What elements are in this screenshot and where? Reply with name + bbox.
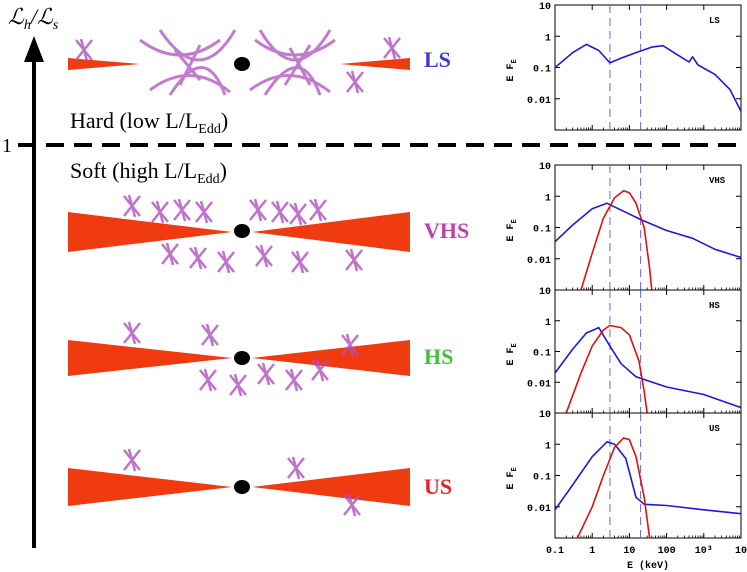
y-tick-label: 1 xyxy=(545,318,551,329)
y-tick-label: 0.01 xyxy=(527,379,551,390)
panel-title: US xyxy=(709,424,720,434)
spectrum-panel-vhs: 10 1 0.1 0.01 E FE VHS xyxy=(506,162,742,291)
us-black-hole xyxy=(234,480,250,494)
y-tick-label: 10 xyxy=(539,2,551,13)
us-disk-left xyxy=(68,468,232,506)
x-tick-label: 10 xyxy=(623,546,635,557)
y-tick-label: 0.01 xyxy=(527,504,551,515)
ls-disk-left xyxy=(68,58,140,70)
spectrum-series-power-law xyxy=(555,326,741,409)
y-tick-label: 10 xyxy=(539,287,551,298)
x-tick-label: 0.1 xyxy=(546,546,564,557)
x-tick-label: 100 xyxy=(658,546,676,557)
spectrum-series-thermal xyxy=(576,437,651,538)
spectrum-series-thermal xyxy=(565,324,648,413)
spectrum-panel-us: 10 1 0.1 0.01 E FE US 0.1 1 10 100 10³ 10 E (keV) xyxy=(506,410,747,572)
x-axis-label: E (keV) xyxy=(627,560,669,572)
state-label-vhs: VHS xyxy=(424,218,469,243)
spectrum-series-thermal xyxy=(580,189,653,290)
y-axis-label: E FE xyxy=(506,467,519,489)
axis-arrowhead xyxy=(24,36,44,62)
vhs-disk-right xyxy=(252,212,410,252)
y-tick-label: 1 xyxy=(545,33,551,44)
y-tick-label: 1 xyxy=(545,441,551,452)
ls-corona xyxy=(139,29,336,96)
x-tick-label: 1 xyxy=(589,546,595,557)
state-label-ls: LS xyxy=(424,47,451,72)
spectrum-series-power-law xyxy=(555,440,741,515)
y-tick-label: 0.1 xyxy=(533,473,551,484)
threshold-label: 1 xyxy=(2,135,12,157)
spectrum-panel-hs: 10 1 0.1 0.01 E FE HS xyxy=(506,287,742,414)
y-axis-label: E FE xyxy=(506,343,519,365)
hs-geometry xyxy=(68,320,410,398)
hs-disk-left xyxy=(68,340,232,376)
vhs-black-hole xyxy=(234,224,250,238)
y-tick-label: 10 xyxy=(539,410,551,421)
panel-title: VHS xyxy=(709,176,726,186)
hard-regime-label: Hard (low L/LEdd) xyxy=(70,108,228,137)
ls-black-hole xyxy=(234,57,250,71)
x-tick-label: 10 xyxy=(735,546,747,557)
panel-title: LS xyxy=(709,16,720,26)
spectrum-panel-ls: 10 1 0.1 0.01 E FE LS xyxy=(506,2,742,131)
y-tick-label: 0.1 xyxy=(533,225,551,236)
y-tick-label: 0.01 xyxy=(527,256,551,267)
y-axis-label: E FE xyxy=(506,59,519,81)
y-axis-label: E FE xyxy=(506,219,519,241)
y-tick-label: 0.1 xyxy=(533,65,551,76)
x-tick-label: 10³ xyxy=(695,546,713,557)
y-tick-label: 1 xyxy=(545,193,551,204)
state-label-hs: HS xyxy=(424,344,453,369)
state-label-us: US xyxy=(424,474,452,499)
y-tick-label: 0.1 xyxy=(533,349,551,360)
hs-black-hole xyxy=(234,351,250,365)
vhs-disk-left xyxy=(68,212,232,252)
axis-label: ℒh/ℒs xyxy=(8,4,59,33)
soft-regime-label: Soft (high L/LEdd) xyxy=(70,158,227,187)
spectrum-series-power-law xyxy=(555,43,741,112)
spectral-panels: 10 1 0.1 0.01 E FE LS 10 1 0.1 0.01 E FE VHS 10 1 0.1 0… xyxy=(506,2,747,572)
spectrum-series-power-law xyxy=(555,202,741,259)
vhs-geometry xyxy=(68,193,410,275)
y-tick-label: 10 xyxy=(539,162,551,173)
us-geometry xyxy=(68,447,410,518)
panel-title: HS xyxy=(709,301,720,311)
ls-disk-right xyxy=(340,58,410,70)
y-tick-label: 0.01 xyxy=(527,96,551,107)
hs-disk-right xyxy=(252,340,410,376)
ls-geometry xyxy=(68,29,410,96)
us-disk-right xyxy=(252,468,410,506)
